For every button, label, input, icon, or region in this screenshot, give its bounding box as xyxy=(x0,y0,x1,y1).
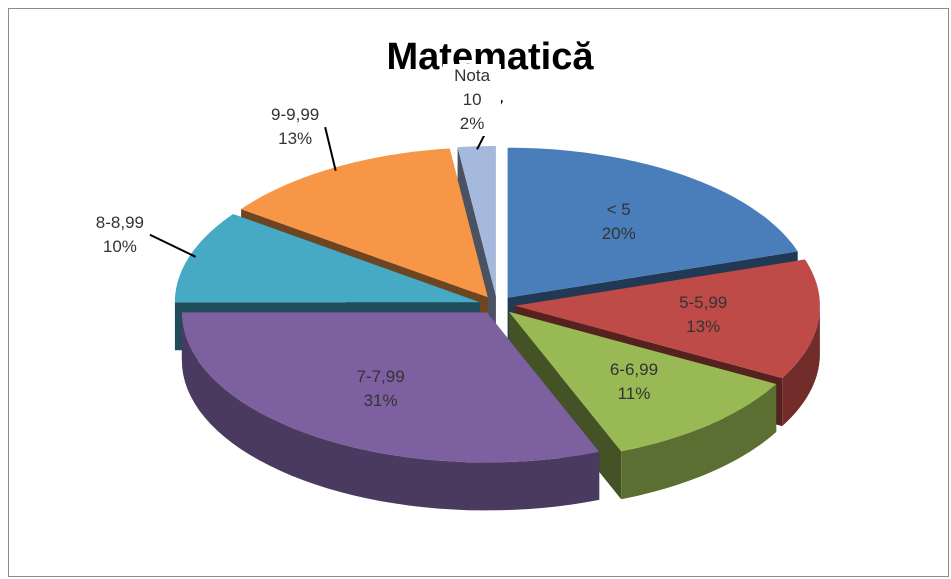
slice xyxy=(174,214,480,303)
data-label: 6-6,99 11% xyxy=(605,358,663,406)
category-label: < 5 xyxy=(606,200,631,220)
slice-side xyxy=(782,305,820,427)
category-label: Nota 10 xyxy=(454,66,491,110)
slice-side xyxy=(181,312,600,511)
data-label: 8-8,99 10% xyxy=(90,210,149,259)
slice xyxy=(241,148,488,298)
data-label: 5-5,99 13% xyxy=(674,291,732,339)
slice xyxy=(514,259,820,379)
value-label: 20% xyxy=(601,224,636,244)
value-label: 13% xyxy=(278,129,313,149)
slice xyxy=(457,146,496,296)
data-label: < 5 20% xyxy=(590,198,648,246)
value-label: 10% xyxy=(102,236,137,256)
leader-line xyxy=(149,233,197,258)
category-label: 7-7,99 xyxy=(356,367,405,387)
category-label: 6-6,99 xyxy=(609,359,659,379)
value-label: 31% xyxy=(363,391,398,411)
data-label: 7-7,99 31% xyxy=(352,365,410,413)
category-label: 8-8,99 xyxy=(95,212,144,232)
value-label: 13% xyxy=(686,316,721,336)
leader-line xyxy=(324,126,337,171)
slice xyxy=(507,147,798,298)
category-label: 9-9,99 xyxy=(271,105,320,125)
value-label: 11% xyxy=(617,383,651,403)
value-label: 2% xyxy=(459,114,485,134)
data-label: 9-9,99 13% xyxy=(266,103,325,152)
data-label: Nota 10 2% xyxy=(443,64,502,137)
slice xyxy=(181,312,600,463)
chart-frame xyxy=(8,8,949,577)
slice-side xyxy=(621,384,777,500)
slice xyxy=(508,311,777,452)
category-label: 5-5,99 xyxy=(679,292,728,312)
